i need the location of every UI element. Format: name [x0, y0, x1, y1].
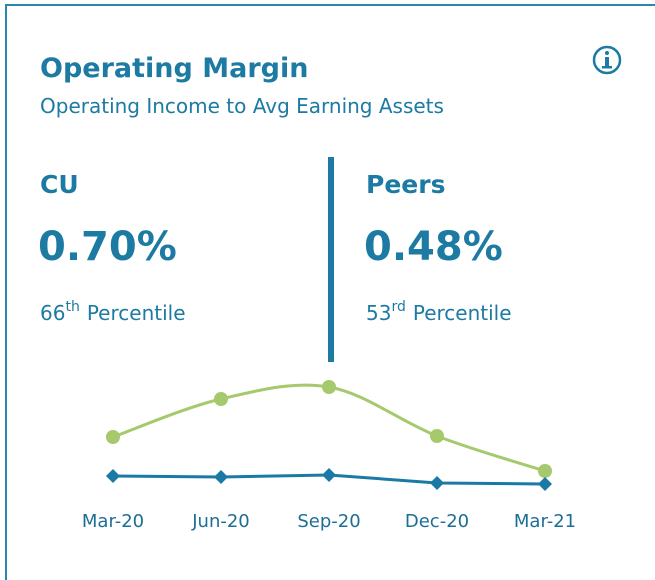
divider	[328, 157, 334, 362]
point	[538, 464, 552, 478]
cu-label: CU	[40, 170, 79, 199]
info-icon[interactable]	[592, 45, 622, 75]
subtitle: Operating Income to Avg Earning Assets	[40, 94, 444, 118]
x-tick-label: Dec-20	[405, 511, 469, 532]
point	[106, 430, 120, 444]
point	[322, 380, 336, 394]
peers-percentile: 53rd Percentile	[366, 299, 512, 325]
title: Operating Margin	[40, 53, 308, 84]
point	[430, 429, 444, 443]
point	[106, 469, 120, 483]
cu-value: 0.70%	[38, 224, 177, 270]
cu-rank: 66	[40, 301, 65, 325]
point	[538, 477, 552, 491]
cu-suffix: th	[65, 299, 79, 315]
x-tick-label: Sep-20	[297, 511, 360, 532]
point	[214, 392, 228, 406]
peers-suffix: rd	[391, 299, 405, 315]
peers-rank: 53	[366, 301, 391, 325]
peers-rank-label: Percentile	[413, 301, 512, 325]
x-tick-label: Mar-20	[82, 511, 144, 532]
cu-rank-label: Percentile	[87, 301, 186, 325]
peers-value: 0.48%	[364, 224, 503, 270]
cu-percentile: 66th Percentile	[40, 299, 186, 325]
point	[214, 470, 228, 484]
peers-label: Peers	[366, 170, 445, 199]
x-tick-label: Mar-21	[514, 511, 576, 532]
x-tick-label: Jun-20	[191, 511, 250, 532]
point	[430, 476, 444, 490]
point	[322, 468, 336, 482]
